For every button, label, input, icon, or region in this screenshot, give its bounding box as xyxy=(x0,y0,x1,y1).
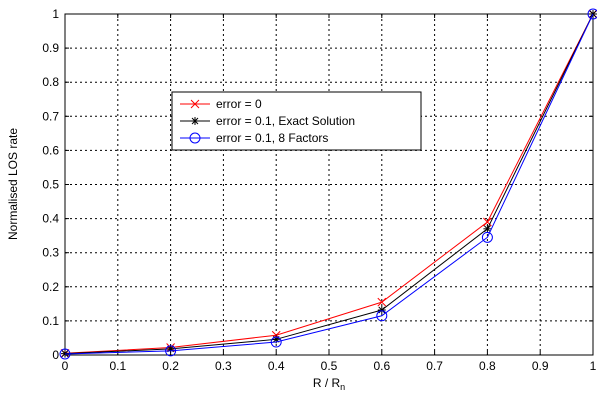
data-point-circle xyxy=(165,345,177,357)
x-tick-label: 0.4 xyxy=(268,359,285,373)
data-point-star xyxy=(483,224,492,233)
y-tick-label: 0.1 xyxy=(42,314,59,328)
data-point-x xyxy=(483,217,492,227)
x-tick-label: 0.6 xyxy=(373,359,390,373)
legend-marker-star xyxy=(191,117,199,125)
grid xyxy=(65,14,593,355)
x-tick-label: 0.5 xyxy=(321,359,338,373)
series-group xyxy=(59,8,597,360)
x-tick-label: 0.1 xyxy=(109,359,126,373)
data-point-circle xyxy=(59,348,71,360)
series-line xyxy=(64,13,594,355)
x-tick-label: 0.9 xyxy=(532,359,549,373)
x-tick-label: 0.8 xyxy=(479,359,496,373)
legend: error = 0 error = 0.1, Exact Solution erro… xyxy=(171,91,422,151)
legend-marker-x xyxy=(190,99,200,109)
series-line xyxy=(64,13,594,354)
y-tick-label: 0.7 xyxy=(42,109,59,123)
y-tick-label: 0.9 xyxy=(42,41,59,55)
y-tick-label: 0.8 xyxy=(42,75,59,89)
y-tick-label: 1 xyxy=(52,7,59,21)
data-point-circle xyxy=(481,231,493,243)
y-tick-label: 0.6 xyxy=(42,143,59,157)
x-tick-label: 0 xyxy=(62,359,69,373)
x-tick-label: 0.3 xyxy=(215,359,232,373)
legend-item: error = 0.1, 8 Factors xyxy=(180,131,328,145)
legend-label: error = 0 xyxy=(216,97,262,111)
data-point-circle xyxy=(587,8,597,20)
series-2 xyxy=(59,8,597,360)
legend-marker-circle xyxy=(189,132,201,144)
data-point-circle xyxy=(376,310,388,322)
data-point-x xyxy=(377,297,387,307)
legend-item: error = 0 xyxy=(180,97,262,111)
y-tick-label: 0.2 xyxy=(42,280,59,294)
legend-label: error = 0.1, Exact Solution xyxy=(216,114,355,128)
y-axis-label: Normalised LOS rate xyxy=(6,128,20,240)
legend-label: error = 0.1, 8 Factors xyxy=(216,131,328,145)
x-tick-label: 1 xyxy=(590,359,597,373)
legend-item: error = 0.1, Exact Solution xyxy=(180,114,355,128)
y-tick-label: 0 xyxy=(52,348,59,362)
legend-box xyxy=(171,91,422,151)
y-tick-label: 0.3 xyxy=(42,246,59,260)
ticks: 0 0.1 0.2 0.3 0.4 0.5 0.6 0.7 0.8 0.9 1 0 0.1 0.2 0.3 0… xyxy=(42,7,596,373)
y-tick-label: 0.4 xyxy=(42,212,59,226)
x-tick-label: 0.7 xyxy=(426,359,443,373)
y-tick-label: 0.5 xyxy=(42,178,59,192)
x-tick-label: 0.2 xyxy=(162,359,179,373)
data-point-circle xyxy=(270,336,282,348)
x-axis-label: R / Rn xyxy=(313,376,345,392)
data-point-star xyxy=(377,305,386,314)
series-line xyxy=(64,13,594,355)
